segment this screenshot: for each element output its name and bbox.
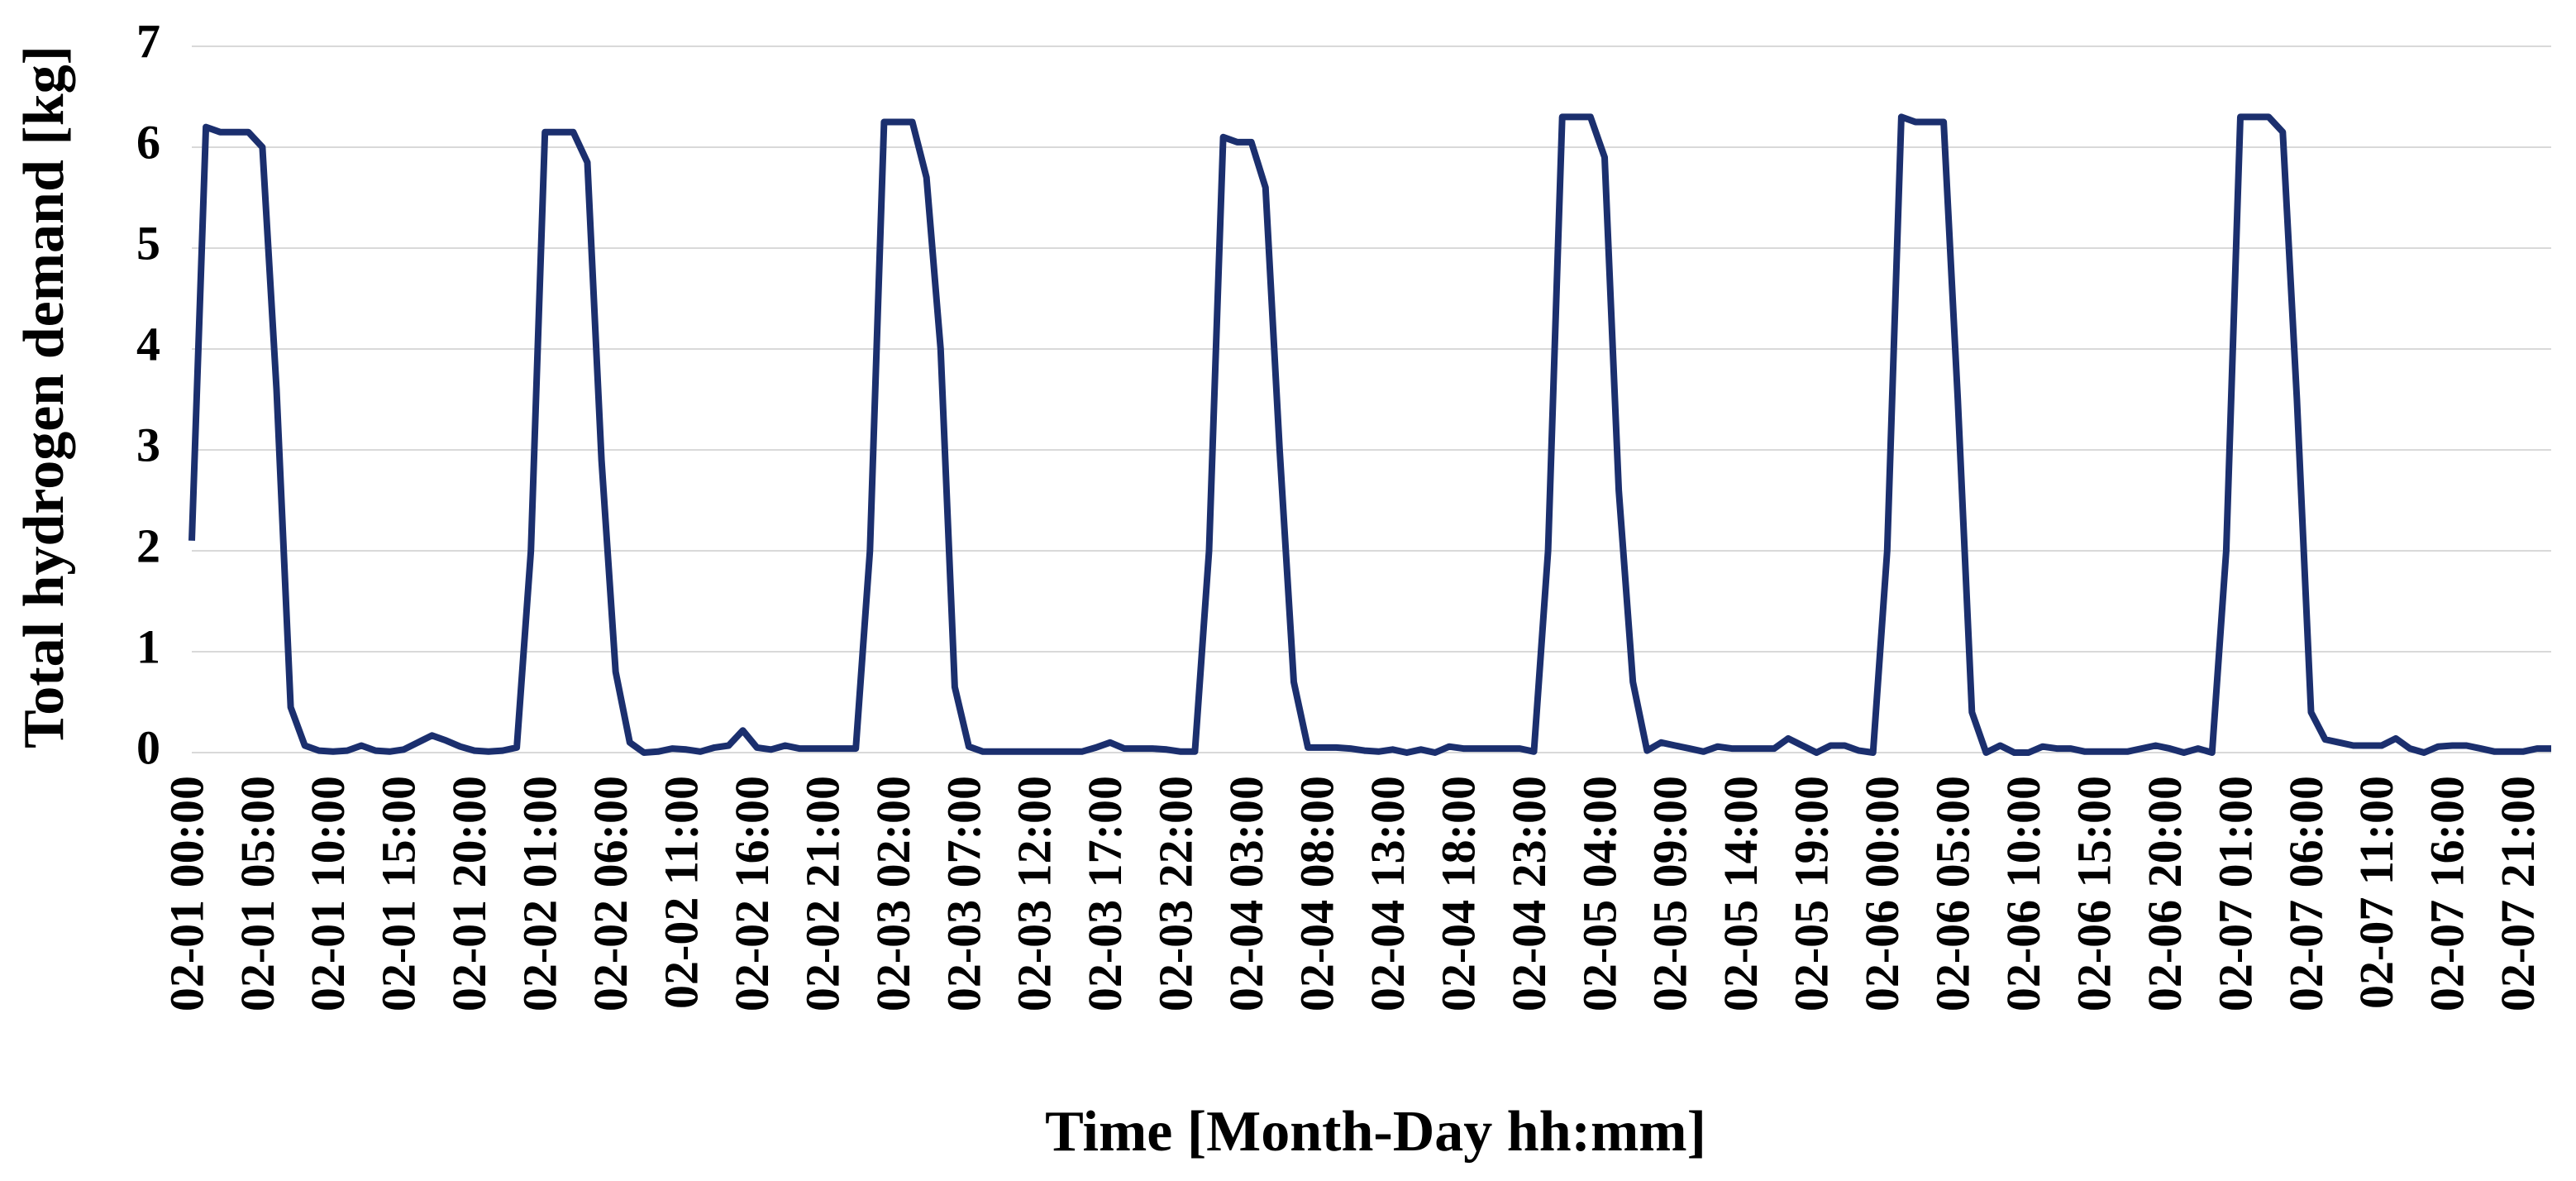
x-tick-label: 02-05 09:00 [1643,776,1697,1011]
x-tick-label: 02-02 16:00 [725,776,779,1011]
y-tick-label: 7 [136,14,160,68]
x-tick-label: 02-03 22:00 [1149,776,1203,1011]
x-tick-label: 02-04 18:00 [1431,776,1485,1011]
x-tick-label: 02-04 13:00 [1361,776,1414,1011]
y-tick-label: 0 [136,720,160,774]
x-tick-label: 02-05 19:00 [1785,776,1839,1011]
x-tick-label: 02-03 02:00 [866,776,920,1011]
x-tick-label: 02-06 00:00 [1855,776,1909,1011]
x-tick-label: 02-07 01:00 [2208,776,2262,1011]
x-tick-label: 02-01 15:00 [372,776,426,1011]
x-tick-label: 02-02 06:00 [584,776,637,1011]
x-tick-label: 02-06 10:00 [1996,776,2050,1011]
x-tick-label: 02-04 08:00 [1290,776,1343,1011]
y-tick-label: 1 [136,619,160,673]
x-tick-label: 02-01 10:00 [301,776,355,1011]
x-tick-label: 02-06 20:00 [2138,776,2192,1011]
x-tick-label: 02-07 16:00 [2421,776,2474,1011]
x-axis-title: Time [Month-Day hh:mm] [1045,1100,1706,1164]
y-tick-label: 2 [136,519,160,572]
x-tick-label: 02-01 00:00 [160,776,213,1011]
y-tick-label: 4 [136,317,160,371]
x-tick-label: 02-07 06:00 [2279,776,2333,1011]
x-tick-label: 02-04 03:00 [1219,776,1273,1011]
y-tick-label: 6 [136,115,160,169]
data-line [188,113,2551,756]
y-tick-label: 3 [136,418,160,471]
x-tick-label: 02-03 07:00 [937,776,990,1011]
x-tick-label: 02-06 15:00 [2067,776,2120,1011]
x-tick-label: 02-03 12:00 [1008,776,1061,1011]
x-tick-label: 02-07 11:00 [2349,776,2403,1009]
x-tick-label: 02-05 14:00 [1714,776,1767,1011]
x-tick-label: 02-01 05:00 [231,776,284,1011]
x-tick-label: 02-02 01:00 [513,776,567,1011]
y-tick-label: 5 [136,216,160,270]
y-axis-title: Total hydrogen demand [kg] [12,45,76,748]
x-tick-label: 02-01 20:00 [442,776,496,1011]
x-tick-label: 02-05 04:00 [1572,776,1626,1011]
x-tick-label: 02-02 11:00 [654,776,708,1009]
x-tick-label: 02-04 23:00 [1502,776,1556,1011]
x-tick-label: 02-02 21:00 [795,776,849,1011]
x-tick-label: 02-06 05:00 [1926,776,1980,1011]
x-tick-label: 02-07 21:00 [2491,776,2545,1011]
x-tick-label: 02-03 17:00 [1078,776,1132,1011]
